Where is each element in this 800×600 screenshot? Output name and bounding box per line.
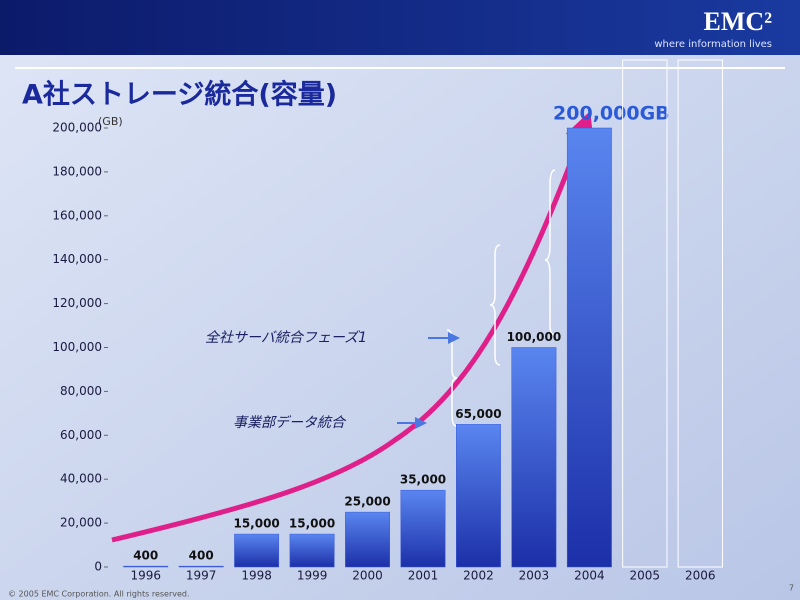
x-tick-label: 2002 <box>463 569 494 583</box>
value-label: 100,000 <box>507 330 562 344</box>
y-tick-label: 80,000 <box>60 384 102 398</box>
tagline: where information lives <box>654 39 772 50</box>
y-tick-label: 20,000 <box>60 516 102 530</box>
y-tick-label: 140,000 <box>52 252 102 266</box>
x-tick-label: 1997 <box>186 569 217 583</box>
chart-title: A社ストレージ統合(容量) <box>22 79 337 111</box>
bar <box>511 347 557 568</box>
y-tick-label: 160,000 <box>52 208 102 222</box>
bar <box>178 565 224 568</box>
bar <box>234 533 280 568</box>
x-tick-label: 2004 <box>574 569 605 583</box>
y-tick-label: 180,000 <box>52 164 102 178</box>
value-label: 400 <box>189 549 214 563</box>
value-label: 15,000 <box>233 517 279 531</box>
annotation: 全社サーバ統合フェーズ1 <box>205 330 367 346</box>
brace <box>489 244 501 366</box>
x-tick-label: 2005 <box>630 569 661 583</box>
x-tick-label: 2006 <box>685 569 716 583</box>
value-label: 15,000 <box>289 517 335 531</box>
y-unit: (GB) <box>98 115 123 128</box>
y-tick-label: 60,000 <box>60 428 102 442</box>
value-label: 400 <box>133 549 158 563</box>
y-tick-label: 200,000 <box>52 121 102 135</box>
annotation: 事業部データ統合 <box>233 415 347 431</box>
empty-slot <box>677 59 723 568</box>
value-label: 35,000 <box>400 473 446 487</box>
banner <box>0 0 800 55</box>
bar <box>400 489 446 568</box>
y-tick-label: 40,000 <box>60 472 102 486</box>
logo: EMC² <box>704 7 773 36</box>
y-tick-label: 120,000 <box>52 296 102 310</box>
x-tick-label: 1999 <box>297 569 328 583</box>
bar <box>566 127 612 568</box>
x-tick-label: 1998 <box>241 569 272 583</box>
value-label: 200,000GB <box>553 103 670 125</box>
empty-slot <box>622 59 668 568</box>
bar <box>289 533 335 568</box>
x-tick-label: 2003 <box>519 569 550 583</box>
value-label: 25,000 <box>344 495 390 509</box>
y-tick-label: 100,000 <box>52 340 102 354</box>
y-tick-label: 0 <box>94 560 102 574</box>
bar <box>345 511 390 568</box>
page-number: 7 <box>789 584 794 593</box>
copyright: © 2005 EMC Corporation. All rights reser… <box>8 590 190 599</box>
brace <box>544 169 556 336</box>
bar <box>123 565 169 568</box>
bar <box>456 424 501 568</box>
growth-arrow <box>111 110 594 543</box>
x-tick-label: 2001 <box>408 569 439 583</box>
x-tick-label: 2000 <box>352 569 383 583</box>
value-label: 65,000 <box>455 407 501 421</box>
x-tick-label: 1996 <box>130 569 161 583</box>
